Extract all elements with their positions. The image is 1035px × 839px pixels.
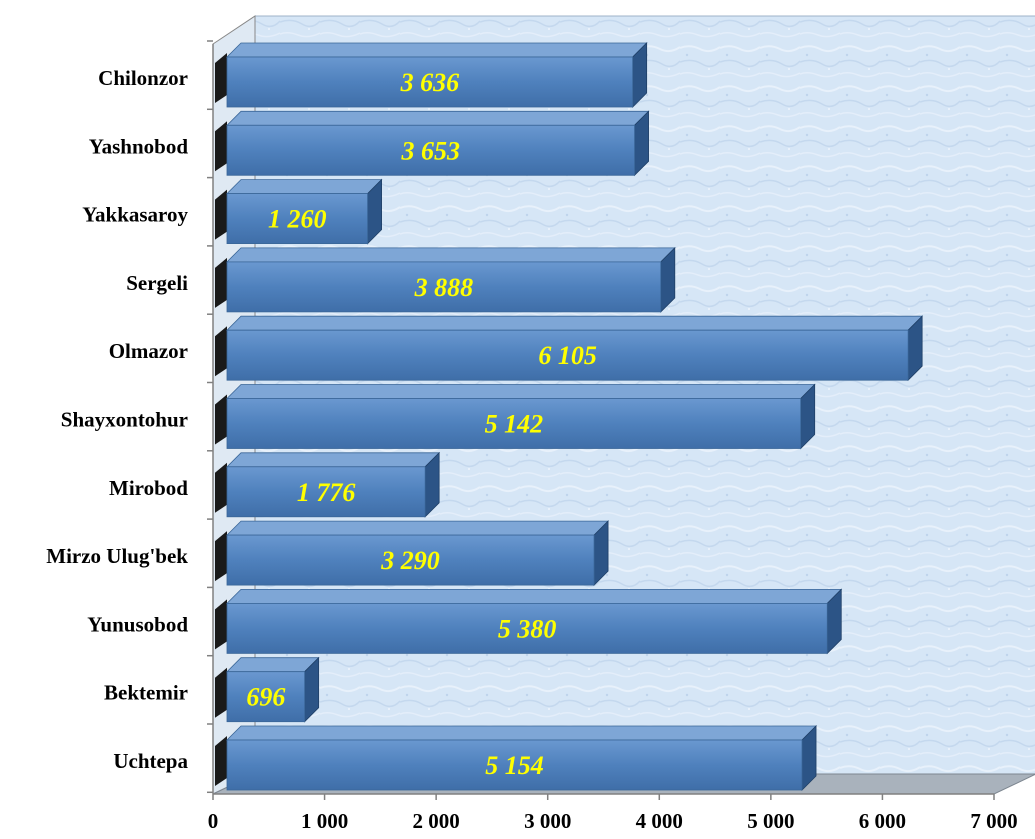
bar-cap <box>215 326 227 377</box>
data-label: 696 <box>246 683 285 712</box>
x-tick-label: 4 000 <box>636 809 683 833</box>
bar-front <box>226 466 426 518</box>
bar-cap <box>215 462 227 513</box>
bar <box>215 725 818 791</box>
bar <box>215 110 650 177</box>
data-label: 1 776 <box>297 478 356 507</box>
bar-top <box>226 247 676 263</box>
bar-front <box>226 261 662 313</box>
data-label: 6 105 <box>538 341 597 370</box>
bar <box>215 383 816 450</box>
data-label: 3 888 <box>414 273 474 302</box>
bar <box>215 588 843 655</box>
x-tick-label: 0 <box>208 809 219 833</box>
bar <box>215 315 924 382</box>
bar-cap <box>215 394 227 445</box>
bar <box>215 246 676 313</box>
data-label: 1 260 <box>268 205 327 234</box>
x-axis <box>207 40 995 800</box>
bar-front <box>226 398 802 449</box>
bar-top <box>226 589 843 604</box>
category-label: Bektemir <box>104 681 188 705</box>
bar-front <box>226 534 595 586</box>
bar <box>215 656 320 723</box>
bar-front <box>226 329 909 381</box>
category-label: Yakkasaroy <box>82 203 188 227</box>
bar-top <box>226 179 383 195</box>
labels: 0 1 000 2 000 3 000 4 000 5 000 6 000 7 000 3 63… <box>46 66 1017 833</box>
category-label: Sergeli <box>126 271 188 295</box>
data-label: 5 142 <box>485 410 544 439</box>
bar-top <box>226 657 320 673</box>
bar-front <box>226 193 368 245</box>
bar-top <box>226 725 818 741</box>
bar-front <box>226 603 828 654</box>
category-label: Yunusobod <box>87 612 188 636</box>
x-tick-label: 6 000 <box>859 809 906 833</box>
bar-cap <box>215 736 227 786</box>
bar-top <box>226 452 441 468</box>
bars <box>215 42 924 791</box>
x-tick-label: 1 000 <box>301 809 348 833</box>
category-label: Shayxontohur <box>61 408 188 432</box>
bar-cap <box>215 599 227 650</box>
x-tick-label: 5 000 <box>747 809 794 833</box>
bar-front <box>226 671 306 723</box>
data-label: 3 290 <box>380 546 440 575</box>
bar <box>215 178 383 245</box>
bar-front <box>226 124 635 176</box>
bar-cap <box>215 531 227 582</box>
bar <box>215 520 610 587</box>
bar-cap <box>215 121 227 172</box>
bar-cap <box>215 189 227 240</box>
bar-top <box>226 42 648 58</box>
bar-front <box>226 739 803 791</box>
category-label: Chilonzor <box>98 66 188 90</box>
category-label: Uchtepa <box>113 749 188 773</box>
x-tick-label: 3 000 <box>524 809 571 833</box>
data-label: 5 380 <box>498 614 557 643</box>
bar-top <box>226 520 610 536</box>
data-label: 5 154 <box>485 751 544 780</box>
category-label: Yashnobod <box>89 134 189 158</box>
x-tick-label: 2 000 <box>413 809 460 833</box>
bar <box>215 42 648 108</box>
category-label: Mirobod <box>109 476 188 500</box>
bar <box>215 451 441 518</box>
x-tick-label: 7 000 <box>970 809 1017 833</box>
bar-front <box>226 56 634 108</box>
bar-cap <box>215 53 227 103</box>
data-label: 3 653 <box>401 136 461 165</box>
bar-cap <box>215 257 227 308</box>
data-label: 3 636 <box>400 68 460 97</box>
bar-top <box>226 110 650 126</box>
bar-cap <box>215 667 227 718</box>
category-label: Olmazor <box>109 339 188 363</box>
category-label: Mirzo Ulug'bek <box>46 544 188 568</box>
bar-top <box>226 315 924 331</box>
bar-top <box>226 384 816 399</box>
